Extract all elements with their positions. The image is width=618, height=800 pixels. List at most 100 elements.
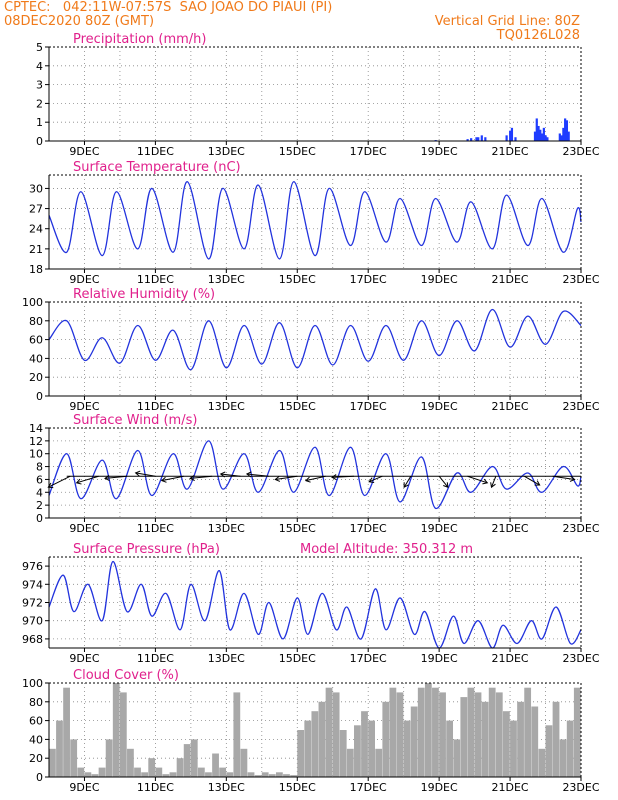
- cloud-bar: [318, 701, 326, 777]
- y-tick-label: 0: [36, 512, 43, 525]
- y-tick-label: 1: [36, 116, 43, 129]
- x-tick-label: 11DEC: [137, 145, 174, 158]
- wind-vector-head: [304, 476, 311, 483]
- grid-note: Vertical Grid Line: 80Z: [434, 14, 580, 29]
- cloud-bar: [183, 744, 191, 777]
- cloud-bar: [403, 720, 411, 777]
- surface-pressure-title: Surface Pressure (hPa): [73, 542, 220, 557]
- y-tick-label: 18: [29, 263, 43, 276]
- y-tick-label: 5: [36, 41, 43, 54]
- cloud-bar: [70, 739, 78, 777]
- cloud-bar: [197, 767, 205, 777]
- relative-humidity-panel: Relative Humidity (%) 0 20 40 60 80 100 9DEC 11D…: [22, 287, 600, 413]
- wind-vector-head: [569, 475, 576, 482]
- x-tick-label: 21DEC: [492, 273, 529, 286]
- cloud-bar: [254, 775, 262, 777]
- x-tick-label: 11DEC: [137, 522, 174, 535]
- x-tick-label: 17DEC: [350, 781, 387, 794]
- cloud-bar: [510, 720, 517, 777]
- surface-pressure-panel: Surface Pressure (hPa) Model Altitude: 35…: [22, 542, 600, 665]
- x-tick-label: 13DEC: [208, 781, 245, 794]
- precip-bar: [546, 137, 549, 141]
- cloud-cover-panel: Cloud Cover (%) 0 20 40 60 80 100 9DEC 11DEC 13DE…: [22, 668, 600, 794]
- y-tick-label: 14: [29, 422, 43, 435]
- x-tick-label: 15DEC: [279, 652, 316, 665]
- y-tick-label: 60: [29, 334, 43, 347]
- x-tick-label: 9DEC: [69, 652, 99, 665]
- cloud-bar: [439, 692, 446, 777]
- wind-vector: [305, 475, 326, 482]
- x-tick-label: 17DEC: [350, 652, 387, 665]
- y-tick-label: 100: [22, 296, 43, 309]
- y-tick-label: 2: [36, 97, 43, 110]
- cloud-bar: [91, 774, 99, 777]
- cloud-bar: [559, 739, 567, 777]
- surface-pressure-series-line: [48, 560, 582, 649]
- y-tick-label: 30: [29, 182, 43, 195]
- cloud-bar: [346, 748, 354, 777]
- wind-vector-head: [160, 476, 167, 483]
- x-tick-label: 21DEC: [492, 145, 529, 158]
- wind-vector: [76, 475, 99, 484]
- precip-bar: [558, 133, 561, 141]
- precip-bar: [544, 135, 547, 141]
- precip-bar: [540, 133, 544, 141]
- cloud-bar: [524, 687, 532, 777]
- cloud-bar: [495, 692, 503, 777]
- y-tick-label: 40: [29, 733, 43, 746]
- cloud-bar: [538, 748, 546, 777]
- x-tick-label: 23DEC: [562, 522, 599, 535]
- y-tick-label: 8: [36, 461, 43, 474]
- wind-vector-head: [482, 478, 489, 485]
- cloud-bar: [382, 701, 390, 777]
- cloud-bar: [49, 748, 56, 777]
- wind-vector: [161, 475, 184, 482]
- precip-bar: [565, 120, 569, 141]
- surface-pressure-annotation: Model Altitude: 350.312 m: [300, 542, 473, 557]
- x-tick-label: 21DEC: [492, 652, 529, 665]
- y-tick-label: 970: [22, 615, 43, 628]
- wind-vector: [524, 475, 540, 486]
- cloud-bar: [361, 711, 368, 777]
- x-tick-label: 21DEC: [492, 400, 529, 413]
- y-tick-label: 974: [22, 578, 43, 591]
- wind-vector: [467, 475, 488, 484]
- cloud-bar: [176, 758, 184, 777]
- cloud-bar: [417, 687, 425, 777]
- wind-vector-head: [331, 474, 337, 481]
- precip-bar: [533, 131, 537, 141]
- precip-bar: [537, 125, 540, 141]
- precip-bar: [564, 118, 567, 141]
- y-tick-label: 100: [22, 677, 43, 690]
- precip-bar: [509, 130, 512, 141]
- cloud-bar: [389, 687, 397, 777]
- precip-bar: [480, 135, 483, 141]
- wind-vector: [246, 473, 269, 477]
- x-tick-label: 17DEC: [350, 145, 387, 158]
- precip-bar: [475, 137, 478, 141]
- y-tick-label: 4: [36, 60, 43, 73]
- wind-vector: [368, 475, 383, 483]
- cloud-bar: [119, 692, 127, 777]
- x-tick-label: 13DEC: [208, 273, 245, 286]
- x-tick-label: 19DEC: [421, 652, 458, 665]
- wind-vector-head: [104, 475, 110, 482]
- wind-vector-head: [219, 471, 226, 478]
- wind-vector-head: [443, 482, 449, 488]
- cloud-bar: [467, 687, 475, 777]
- x-tick-label: 19DEC: [421, 522, 458, 535]
- wind-vector: [275, 475, 298, 481]
- y-tick-label: 27: [29, 203, 43, 216]
- relative-humidity-series-line: [48, 308, 582, 371]
- precip-bar: [560, 135, 563, 141]
- cloud-bar: [396, 692, 404, 777]
- station-header: CPTEC: 042:11W-07:57S SAO JOAO DO PIAUI …: [4, 0, 333, 15]
- surface-temperature-panel: Surface Temperature (nC) 18 21 24 27 30 9DEC 11…: [29, 160, 600, 286]
- y-tick-label: 2: [36, 499, 43, 512]
- cloud-bar: [339, 730, 347, 777]
- x-tick-label: 11DEC: [137, 781, 174, 794]
- y-tick-label: 0: [36, 390, 43, 403]
- cloud-bar: [304, 720, 312, 777]
- cloud-bar: [233, 692, 241, 777]
